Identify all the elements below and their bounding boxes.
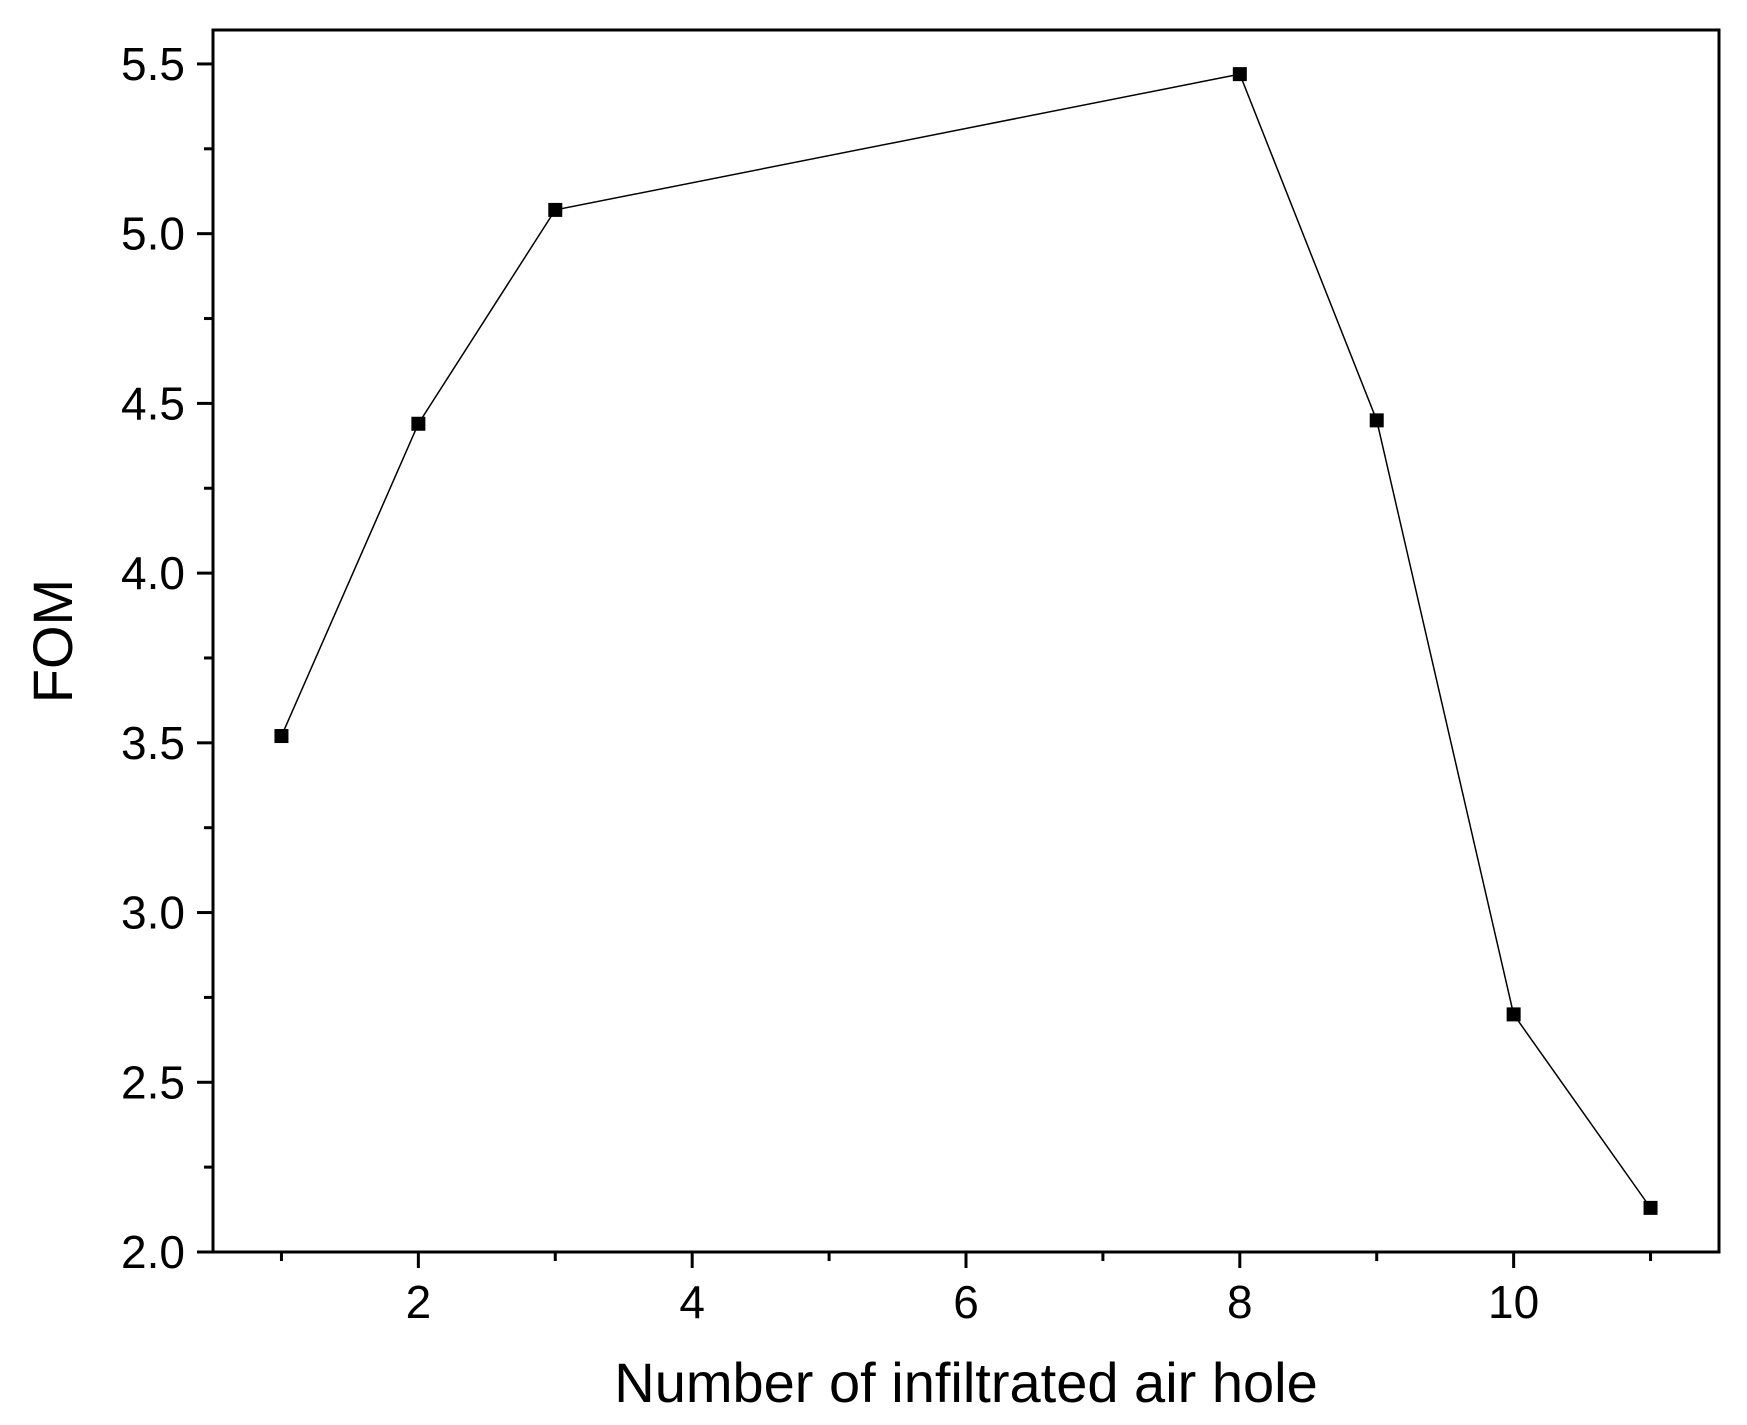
series-layer (274, 67, 1658, 1215)
y-tick-label: 5.0 (121, 208, 185, 260)
series-line (280, 73, 1652, 1209)
x-tick-label: 2 (406, 1276, 432, 1328)
y-axis-ticks: 2.0 2.5 3.0 3.5 4.0 4.5 5.0 5.5 (121, 38, 213, 1278)
x-axis-title: Number of infiltrated air hole (614, 1351, 1317, 1414)
y-tick-label: 4.0 (121, 547, 185, 599)
y-axis-title: FOM (21, 579, 84, 703)
x-tick-label: 4 (679, 1276, 705, 1328)
y-tick-label: 3.5 (121, 717, 185, 769)
x-tick-label: 10 (1488, 1276, 1539, 1328)
plot-frame (211, 28, 1721, 1254)
data-point-marker (1369, 413, 1384, 428)
y-tick-label: 2.0 (121, 1226, 185, 1278)
y-tick-label: 5.5 (121, 38, 185, 90)
y-tick-label: 3.0 (121, 887, 185, 939)
data-point-marker (1232, 67, 1247, 82)
data-point-marker (1643, 1200, 1658, 1215)
data-point-marker (274, 729, 289, 744)
y-tick-label: 4.5 (121, 377, 185, 429)
x-tick-label: 6 (953, 1276, 979, 1328)
data-point-marker (1506, 1007, 1521, 1022)
data-point-marker (548, 202, 563, 217)
x-axis-ticks: 2 4 6 8 10 (279, 1252, 1653, 1328)
data-point-marker (411, 416, 426, 431)
x-tick-label: 8 (1227, 1276, 1253, 1328)
y-tick-label: 2.5 (121, 1056, 185, 1108)
